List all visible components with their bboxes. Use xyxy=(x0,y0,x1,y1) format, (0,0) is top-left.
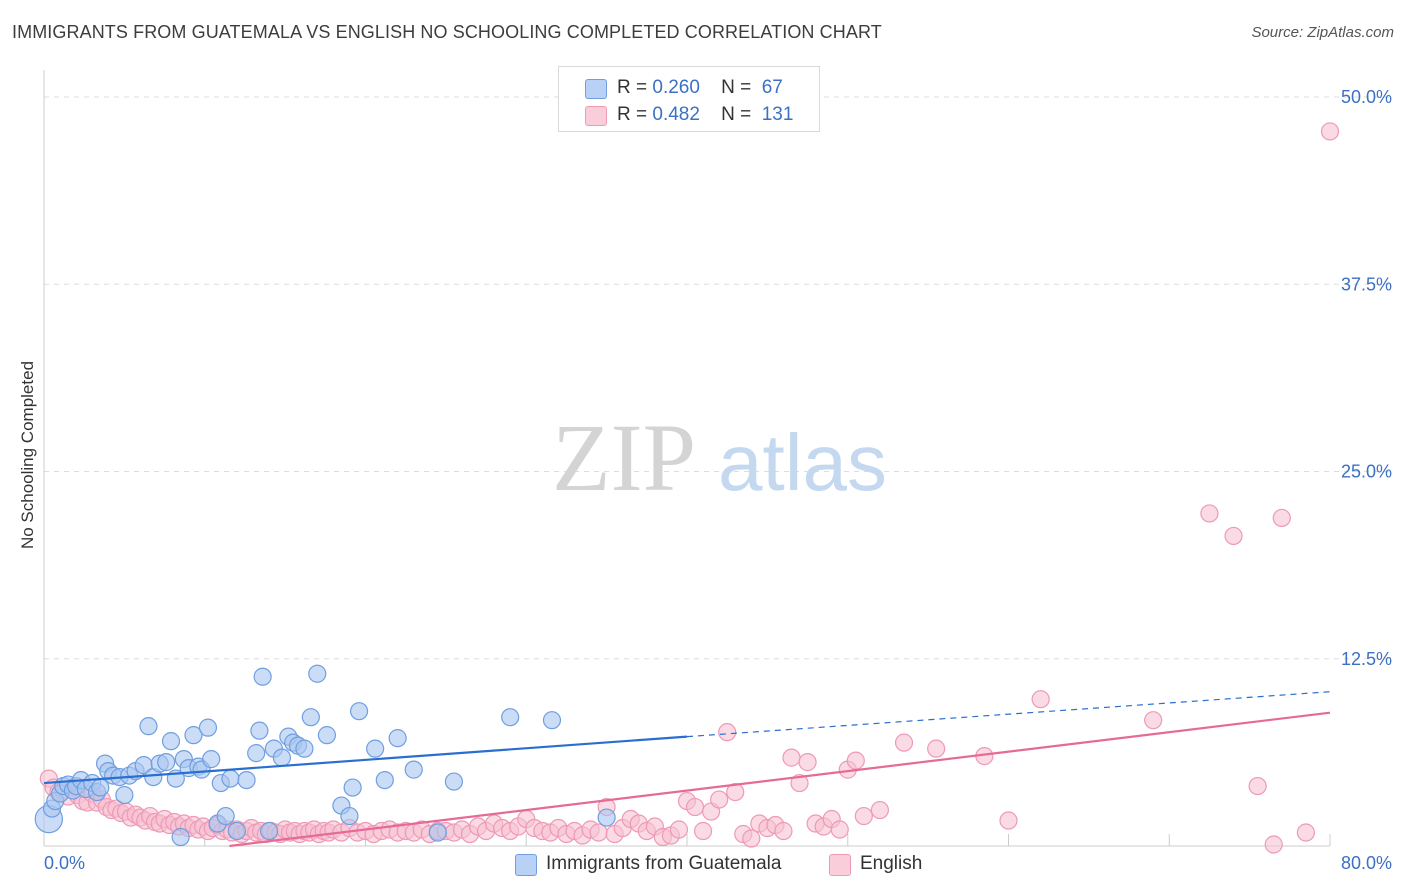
guatemala-points xyxy=(34,664,616,847)
axes xyxy=(43,70,1331,847)
english-point xyxy=(894,733,914,752)
english-point xyxy=(927,739,946,758)
legend: R = 0.260 N = 67 R = 0.482 N = 131 xyxy=(558,66,820,132)
english-point xyxy=(830,820,849,839)
guatemala-point xyxy=(115,785,134,805)
legend-r-label: R = xyxy=(617,77,648,98)
guatemala-point xyxy=(227,821,246,841)
guatemala-point xyxy=(301,708,320,727)
english-point xyxy=(798,753,817,772)
guatemala-point xyxy=(237,770,256,790)
bottom-legend-swatch-pink xyxy=(829,854,851,876)
bottom-legend-label: English xyxy=(860,853,923,874)
guatemala-point xyxy=(308,664,327,683)
english-point xyxy=(710,790,729,809)
tick-labels: 12.5% 25.0% 37.5% 50.0% 0.0% 80.0% xyxy=(44,87,1392,873)
guatemala-trend-extension xyxy=(686,691,1331,738)
english-point xyxy=(1296,823,1315,842)
english-point xyxy=(870,800,890,820)
watermark: ZIP atlas xyxy=(552,404,887,511)
watermark-zip: ZIP xyxy=(552,404,696,511)
guatemala-point xyxy=(157,753,176,772)
trend-lines xyxy=(43,691,1331,848)
english-point xyxy=(999,811,1018,830)
guatemala-point xyxy=(343,778,362,797)
guatemala-point xyxy=(161,732,181,751)
legend-r-value: 0.482 xyxy=(652,104,700,125)
x-tick-label: 0.0% xyxy=(44,853,85,873)
english-point xyxy=(790,773,809,793)
english-point xyxy=(685,797,705,817)
guatemala-point xyxy=(375,770,394,790)
legend-r-label: R = xyxy=(617,104,648,125)
guatemala-point xyxy=(202,750,221,769)
guatemala-point xyxy=(247,744,266,763)
guatemala-point xyxy=(428,823,447,842)
legend-swatch-blue xyxy=(585,79,607,99)
guatemala-point xyxy=(250,721,269,740)
legend-swatch-pink xyxy=(585,106,607,126)
guatemala-point xyxy=(216,806,235,826)
guatemala-point xyxy=(349,702,369,721)
guatemala-point xyxy=(388,729,407,748)
guatemala-point xyxy=(340,806,359,826)
legend-n-value: 131 xyxy=(761,104,794,125)
x-tick-label: 80.0% xyxy=(1341,853,1392,873)
english-point xyxy=(774,821,793,841)
guatemala-point xyxy=(198,718,218,737)
english-point xyxy=(854,806,873,826)
bottom-legend-swatch-blue xyxy=(515,854,537,876)
english-point xyxy=(846,751,865,770)
grid xyxy=(44,96,1392,660)
legend-r-value: 0.260 xyxy=(652,77,700,98)
legend-n-label: N = xyxy=(721,77,752,98)
watermark-atlas: atlas xyxy=(718,418,887,507)
guatemala-point xyxy=(444,772,464,791)
y-tick-label: 37.5% xyxy=(1341,274,1392,294)
english-point xyxy=(1144,711,1163,730)
chart-title: IMMIGRANTS FROM GUATEMALA VS ENGLISH NO … xyxy=(12,22,882,42)
english-point xyxy=(726,782,745,802)
english-point xyxy=(1248,776,1267,796)
guatemala-point xyxy=(221,769,240,788)
y-tick-label: 12.5% xyxy=(1341,649,1392,669)
english-point xyxy=(1320,122,1340,141)
english-point xyxy=(718,723,737,742)
guatemala-point xyxy=(366,739,385,758)
guatemala-point xyxy=(404,760,423,779)
guatemala-point xyxy=(91,778,110,797)
legend-n-value: 67 xyxy=(761,77,783,98)
english-point xyxy=(1224,526,1243,546)
legend-n-label: N = xyxy=(721,104,752,125)
guatemala-trend-line xyxy=(43,735,688,785)
english-point xyxy=(669,820,689,839)
english-point xyxy=(693,821,713,841)
guatemala-point xyxy=(253,667,272,686)
english-point xyxy=(589,823,608,842)
guatemala-point xyxy=(542,711,562,730)
guatemala-point xyxy=(139,717,158,736)
y-tick-label: 50.0% xyxy=(1341,87,1392,107)
guatemala-point xyxy=(317,726,337,745)
guatemala-point xyxy=(597,808,616,827)
guatemala-point xyxy=(171,827,190,847)
guatemala-point xyxy=(184,726,203,745)
y-tick-label: 25.0% xyxy=(1341,462,1392,482)
english-point xyxy=(1031,690,1050,709)
guatemala-point xyxy=(259,821,279,841)
english-point xyxy=(742,829,761,848)
guatemala-point xyxy=(501,708,520,727)
guatemala-point xyxy=(272,748,292,767)
english-point xyxy=(782,748,801,767)
guatemala-point xyxy=(295,739,314,758)
english-point xyxy=(1200,504,1219,523)
english-point xyxy=(1272,508,1291,528)
source-label: Source: ZipAtlas.com xyxy=(1251,24,1394,41)
english-trend-line xyxy=(229,711,1331,848)
bottom-legend-label: Immigrants from Guatemala xyxy=(546,853,782,874)
english-point xyxy=(1264,835,1283,854)
